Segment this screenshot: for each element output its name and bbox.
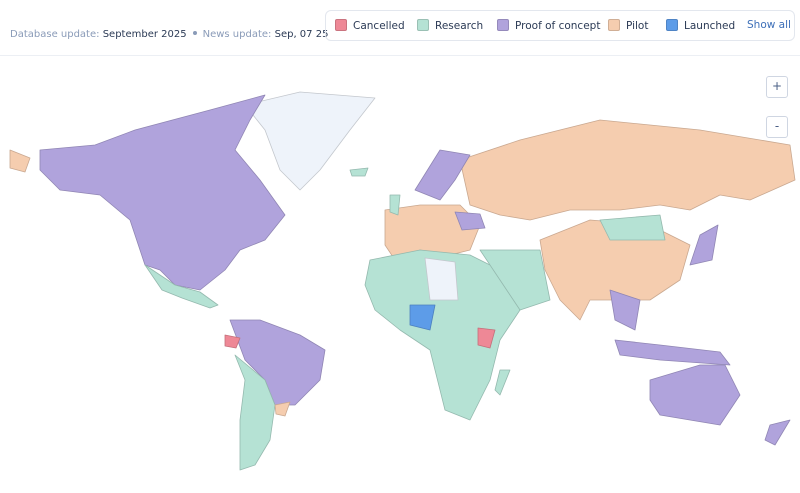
region[interactable] (234, 354, 276, 471)
region[interactable] (494, 369, 511, 396)
region[interactable] (224, 334, 241, 349)
region[interactable] (9, 149, 31, 173)
legend-label: Research (435, 20, 484, 32)
legend-item[interactable]: Research (417, 19, 483, 32)
region[interactable] (274, 401, 291, 417)
region[interactable] (349, 167, 369, 177)
header: Database update: September 2025 News upda… (0, 0, 800, 56)
region[interactable] (479, 249, 551, 311)
region[interactable] (614, 339, 731, 366)
update-info: Database update: September 2025 News upda… (10, 29, 328, 40)
show-all-button[interactable]: Show all (747, 19, 791, 31)
legend-swatch (608, 19, 620, 31)
region[interactable] (389, 194, 401, 216)
value: Sep, 07 25 (274, 29, 329, 40)
legend-swatch (417, 19, 429, 31)
region[interactable] (39, 94, 286, 291)
legend-item[interactable]: Proof of concept (497, 19, 600, 32)
legend-label: Launched (684, 20, 736, 32)
region[interactable] (477, 327, 496, 349)
region[interactable] (609, 289, 641, 331)
region[interactable] (409, 304, 436, 331)
region[interactable] (414, 149, 471, 201)
legend-item[interactable]: Launched (666, 19, 735, 32)
region[interactable] (144, 264, 219, 309)
legend-swatch (497, 19, 509, 31)
region[interactable] (454, 211, 486, 231)
region[interactable] (424, 257, 459, 301)
region[interactable] (689, 224, 719, 266)
map (9, 91, 796, 471)
region[interactable] (459, 119, 796, 221)
zoom-out-button[interactable]: - (766, 116, 788, 138)
legend-label: Pilot (626, 20, 649, 32)
zoom-in-button[interactable]: + (766, 76, 788, 98)
legend-label: Proof of concept (515, 20, 601, 32)
legend-swatch (666, 19, 678, 31)
legend-item[interactable]: Pilot (608, 19, 648, 32)
legend-item[interactable]: Cancelled (335, 19, 405, 32)
legend-label: Cancelled (353, 20, 405, 32)
label: News update: (202, 29, 272, 40)
region[interactable] (229, 319, 326, 406)
region[interactable] (384, 204, 481, 261)
value: September 2025 (102, 29, 187, 40)
region[interactable] (649, 364, 741, 426)
region[interactable] (599, 214, 666, 241)
legend: Cancelled Research Proof of concept Pilot La… (325, 10, 795, 41)
legend-swatch (335, 19, 347, 31)
region[interactable] (764, 419, 791, 446)
region[interactable] (244, 91, 376, 191)
region[interactable] (364, 249, 521, 421)
label: Database update: (10, 29, 100, 40)
